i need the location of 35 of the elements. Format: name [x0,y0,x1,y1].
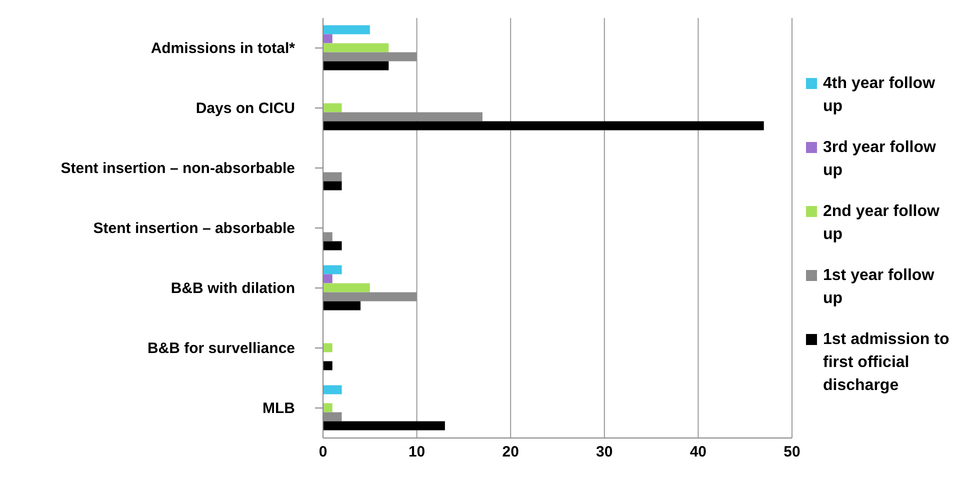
bar [323,103,342,112]
y-tick-label: MLB [262,400,296,417]
y-tick-label: Stent insertion – non-absorbable [60,160,295,177]
legend-label: 4th year follow up [823,74,936,116]
bar [323,421,445,430]
bar [323,361,332,370]
y-tick-label: B&B for survelliance [147,340,295,357]
bar [323,121,764,130]
bar [323,43,389,52]
bar [323,343,332,352]
bar [323,301,361,310]
y-tick-label: B&B with dilation [170,280,295,297]
bar [323,403,332,412]
legend-label: 1st admission to first official discharge [823,330,950,396]
bar [323,265,342,274]
bar [323,241,342,250]
x-tick-label: 50 [784,444,800,461]
bar [323,25,370,34]
x-tick-label: 30 [596,444,613,461]
x-tick-label: 10 [408,444,426,461]
bar [323,274,332,284]
bar [323,181,342,190]
x-tick-label: 40 [690,444,707,461]
x-tick-label: 20 [502,444,519,461]
legend-label: 1st year follow up [823,266,936,308]
legend-label: 3rd year follow up [823,138,937,180]
bar [323,61,389,70]
x-tick-label: 0 [318,444,328,461]
bar [323,34,332,44]
legend-label: 2nd year follow up [823,202,940,244]
bar [323,283,370,292]
y-tick-label: Admissions in total* [150,40,296,57]
y-tick-label: Stent insertion – absorbable [93,220,295,237]
bar [323,385,342,394]
y-tick-label: Days on CICU [196,100,295,117]
